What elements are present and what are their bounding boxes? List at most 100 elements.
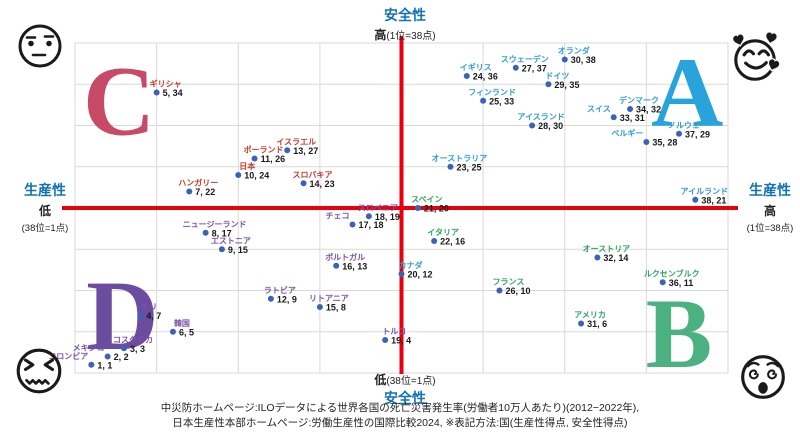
productivity-axis-title-right: 生産性 [749, 182, 791, 198]
data-point-オーストラリア [447, 163, 454, 170]
point-value-メキシコ: 2, 2 [114, 352, 129, 362]
data-point-スロベニア [365, 213, 372, 220]
data-point-ポーランド [251, 155, 258, 162]
country-label-チリ: チリ [141, 302, 157, 311]
country-label-ドイツ: ドイツ [545, 71, 569, 80]
country-label-ルクセンブルク: ルクセンブルク [644, 268, 700, 278]
data-point-コスタリカ [120, 345, 127, 352]
data-point-ギリシャ [153, 89, 160, 96]
country-label-日本: 日本 [239, 161, 255, 171]
productivity-low-label: 低 [38, 204, 51, 218]
country-label-ポーランド: ポーランド [244, 145, 284, 155]
source-footnote: 中災防ホームページ:ILOデータによる世界各国の死亡災害発生率(労働者10万人あ… [0, 401, 800, 431]
quadrant-letter-C: C [83, 45, 155, 156]
point-value-スウェーデン: 27, 37 [522, 63, 547, 73]
data-point-イスラエル [284, 147, 291, 154]
data-point-オーストリア [594, 254, 601, 261]
point-value-オランダ: 30, 38 [571, 55, 596, 65]
point-value-アメリカ: 31, 6 [587, 319, 607, 329]
country-label-リトアニア: リトアニア [309, 294, 349, 303]
country-label-デンマーク: デンマーク [619, 95, 659, 105]
data-point-アイルランド [692, 196, 699, 203]
country-label-コスタリカ: コスタリカ [113, 334, 153, 344]
data-point-スウェーデン [512, 64, 519, 71]
data-point-リトアニア [316, 304, 323, 310]
country-label-スイス: スイス [587, 104, 611, 113]
safety-axis-title-bottom: 安全性 [384, 390, 426, 406]
country-label-フィンランド: フィンランド [468, 88, 516, 97]
confounded-face-icon [16, 348, 62, 394]
country-label-ラトビア: ラトビア [264, 285, 296, 295]
data-point-イタリア [431, 238, 438, 244]
data-point-フィンランド [480, 97, 487, 104]
country-label-スペイン: スペイン [411, 195, 442, 204]
country-label-アイスランド: アイスランド [517, 113, 564, 122]
country-label-スロベニア: スロベニア [358, 203, 398, 212]
point-value-ドイツ: 29, 35 [554, 80, 579, 90]
country-label-オーストリア: オーストリア [583, 245, 631, 254]
point-value-フランス: 26, 10 [505, 286, 530, 296]
data-point-メキシコ [104, 353, 111, 360]
point-value-イスラエル: 13, 27 [293, 146, 318, 156]
country-label-アイルランド: アイルランド [681, 187, 729, 196]
left-axis-block: 生産性 低 (38位=1点) [5, 180, 85, 234]
point-value-フィンランド: 25, 33 [489, 96, 514, 106]
bottom-axis-block: 低(38位=1点) 安全性 [320, 370, 490, 408]
point-value-イギリス: 24, 36 [473, 72, 498, 82]
data-point-トルコ [382, 337, 389, 343]
point-value-チリ: 4, 7 [146, 311, 161, 321]
productivity-high-label: 高 [763, 204, 776, 218]
data-point-スペイン [414, 205, 421, 211]
point-value-ベルギー: 35, 28 [652, 138, 677, 148]
productivity-high-scale: (1位=38点) [746, 223, 794, 234]
country-label-コロンビア: コロンビア [48, 351, 88, 361]
point-value-日本: 10, 24 [244, 171, 269, 181]
quadrant-letter-D: D [86, 260, 158, 371]
safety-axis-title-top: 安全性 [384, 7, 426, 23]
right-axis-block: 生産性 高 (1位=38点) [730, 180, 800, 234]
point-value-ラトビア: 12, 9 [277, 294, 297, 304]
point-value-ニュージーランド: 8, 17 [212, 228, 232, 238]
point-value-オーストラリア: 23, 25 [456, 162, 481, 172]
data-point-ベルギー [643, 139, 650, 145]
data-point-ラトビア [267, 295, 274, 302]
point-value-ギリシャ: 5, 34 [163, 88, 183, 98]
data-point-エストニア [218, 246, 225, 253]
data-point-ルクセンブルク [659, 279, 666, 286]
data-point-日本 [235, 172, 242, 178]
point-value-エストニア: 9, 15 [228, 245, 248, 255]
neutral-face-icon [18, 24, 62, 68]
safety-high-label: 高(1位=38点) [374, 28, 436, 42]
country-label-スロバキア: スロバキア [293, 170, 333, 179]
point-value-デンマーク: 34, 32 [636, 105, 661, 115]
country-label-チェコ: チェコ [326, 212, 350, 221]
safety-low-label: 低(38位=1点) [374, 373, 436, 387]
data-point-デンマーク [627, 106, 634, 112]
point-value-ポーランド: 11, 26 [261, 154, 286, 164]
point-value-韓国: 6, 5 [179, 327, 194, 337]
quadrant-letter-B: B [646, 278, 713, 389]
data-point-ドイツ [545, 81, 552, 88]
top-axis-block: 安全性 高(1位=38点) [330, 5, 480, 43]
point-value-ハンガリー: 7, 22 [195, 187, 215, 197]
point-value-コロンビア: 1, 1 [97, 360, 112, 370]
point-value-イタリア: 22, 16 [440, 237, 465, 247]
country-label-イギリス: イギリス [460, 62, 492, 72]
point-value-スロベニア: 18, 19 [375, 212, 400, 222]
data-point-ポルトガル [333, 262, 340, 269]
data-point-韓国 [169, 328, 176, 335]
point-value-アイスランド: 28, 30 [538, 121, 563, 131]
data-point-スイス [610, 114, 617, 121]
source-line-1: 中災防ホームページ:ILOデータによる世界各国の死亡災害発生率(労働者10万人あ… [160, 402, 640, 414]
point-value-スロバキア: 14, 23 [310, 179, 335, 189]
country-label-ベルギー: ベルギー [611, 128, 643, 138]
source-line-2: 日本生産性本部ホームページ:労働生産性の国際比較2024, ※表記方法:国(生産… [172, 417, 628, 429]
country-label-フランス: フランス [493, 278, 525, 287]
point-value-オーストリア: 32, 14 [603, 253, 628, 263]
country-label-イタリア: イタリア [427, 227, 459, 237]
country-label-韓国: 韓国 [174, 318, 190, 328]
productivity-low-scale: (38位=1点) [21, 223, 69, 234]
country-label-ニュージーランド: ニュージーランド [183, 220, 247, 229]
smiling-face-with-hearts-icon [731, 32, 781, 81]
